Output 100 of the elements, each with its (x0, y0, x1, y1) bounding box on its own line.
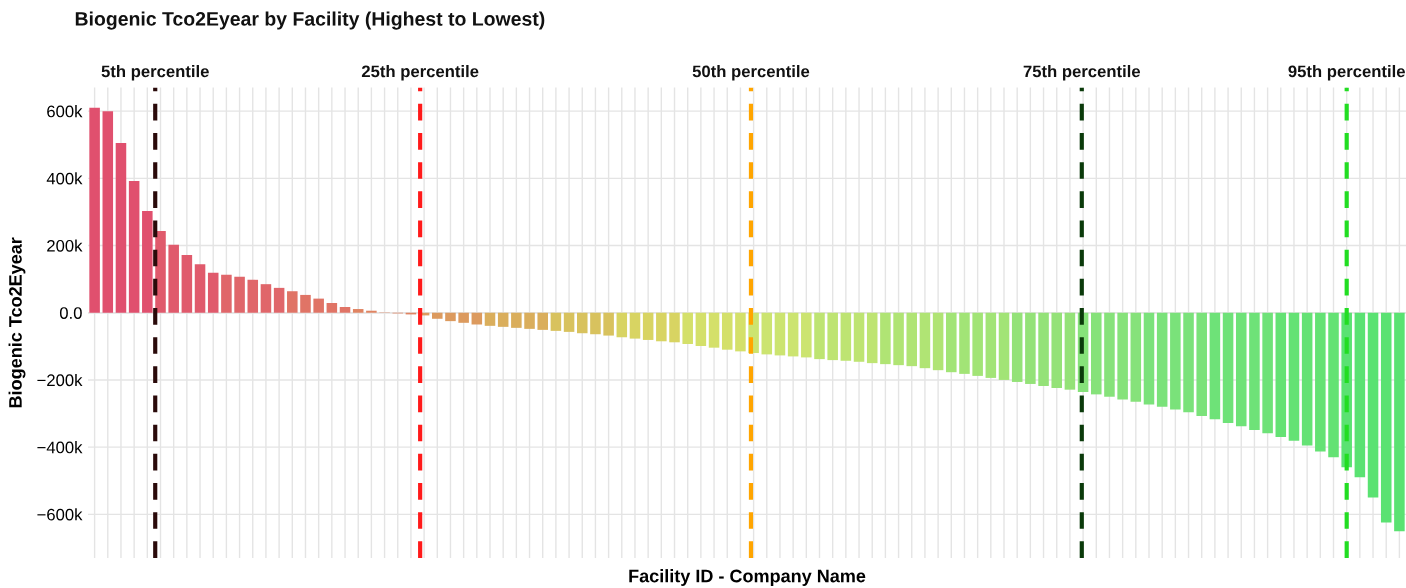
bar (524, 312, 535, 329)
bar (1091, 312, 1102, 395)
bar (669, 312, 680, 343)
bar (1104, 312, 1115, 397)
bar (735, 312, 746, 352)
bar (1394, 312, 1405, 532)
bar (985, 312, 997, 378)
y-tick-label: −400k (37, 441, 83, 454)
bar (1011, 312, 1023, 382)
bar (89, 107, 100, 313)
bar (1235, 312, 1247, 427)
bar (1064, 312, 1076, 390)
bar (880, 312, 891, 365)
bar (181, 254, 193, 313)
y-tick-label: −600k (37, 508, 83, 521)
bar (247, 279, 259, 313)
bar (432, 312, 443, 319)
bar (1117, 312, 1128, 400)
bar (445, 312, 456, 322)
bar (1328, 312, 1339, 458)
bar (352, 309, 364, 313)
y-tick-label: 600k (47, 105, 83, 118)
bar (339, 307, 351, 313)
bar (511, 312, 522, 328)
y-tick-label: 200k (47, 239, 83, 252)
bar (1038, 312, 1049, 386)
bar (194, 264, 206, 313)
bar (313, 298, 324, 313)
bar (721, 312, 733, 350)
bar (853, 312, 865, 362)
bar (326, 302, 338, 313)
y-tick-label: −200k (37, 373, 83, 387)
bar (497, 312, 509, 327)
bar (1249, 312, 1260, 430)
bar (458, 312, 469, 323)
bar (787, 312, 799, 357)
bar (221, 274, 232, 313)
bar (273, 287, 285, 313)
bar (866, 312, 878, 364)
bar (484, 312, 496, 326)
bar (1025, 312, 1036, 384)
bar (142, 210, 153, 313)
bar (550, 312, 562, 331)
bar (1196, 312, 1207, 416)
bar (1354, 312, 1366, 478)
bar (1315, 312, 1326, 452)
bar (959, 312, 970, 374)
bar (1275, 312, 1287, 438)
bar (642, 312, 654, 340)
bar (761, 312, 773, 355)
bar (1380, 312, 1392, 523)
bar (234, 276, 245, 313)
bar (168, 244, 179, 313)
bar (1262, 312, 1273, 434)
bar (1222, 312, 1234, 423)
bar (1130, 312, 1142, 402)
y-axis-title: Biogenic Tco2Eyear (8, 237, 26, 408)
bar (1183, 312, 1194, 413)
bar (1143, 312, 1155, 405)
bar (115, 143, 127, 313)
text: 5th percentile (101, 65, 209, 81)
bar (537, 312, 548, 330)
x-axis-title: Facility ID - Company Name (629, 569, 866, 586)
bar (1170, 312, 1181, 410)
bar (695, 312, 707, 346)
bar (1301, 312, 1313, 446)
bar (1209, 312, 1221, 420)
bar (893, 312, 904, 366)
bar (260, 284, 272, 313)
bar (603, 312, 614, 336)
y-tick-label: 0.0 (59, 307, 82, 319)
bar (906, 312, 918, 367)
bar (155, 231, 166, 313)
chart-title: Biogenic Tco2Eyear by Facility (Highest to Lowest) (75, 11, 545, 30)
bar (102, 111, 114, 313)
bar (366, 310, 377, 313)
bar (972, 312, 983, 376)
text: 95th percentile (1288, 65, 1405, 81)
bar (576, 312, 588, 334)
bar (801, 312, 812, 358)
text: 50th percentile (692, 65, 810, 81)
bar (300, 294, 311, 313)
text: 75th percentile (1023, 65, 1141, 81)
bar (998, 312, 1010, 380)
bar (840, 312, 852, 361)
bar (1367, 312, 1379, 498)
text: 25th percentile (361, 65, 479, 81)
bar (919, 312, 931, 369)
bar (1051, 312, 1063, 388)
bar (563, 312, 575, 332)
bar (774, 312, 786, 356)
bar (207, 272, 219, 313)
bar (946, 312, 957, 373)
bar (1156, 312, 1168, 407)
bar (708, 312, 720, 348)
bar (629, 312, 641, 339)
bar (287, 291, 298, 313)
bar (590, 312, 601, 335)
bar (814, 312, 825, 360)
bar (616, 312, 628, 338)
